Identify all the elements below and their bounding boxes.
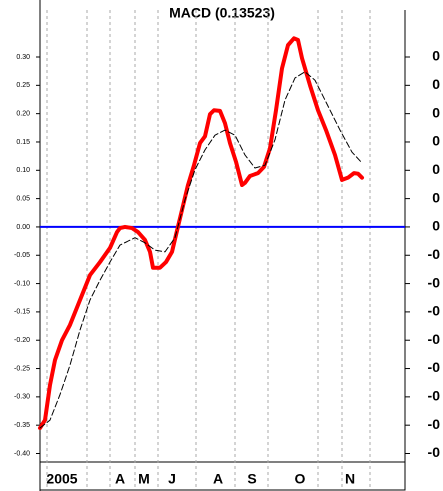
y2-tick-label: -0 — [428, 303, 441, 319]
y-tick-label: 0.20 — [16, 110, 30, 117]
y2-tick-label: 0 — [432, 133, 440, 149]
chart-title: MACD (0.13523) — [169, 5, 275, 21]
y2-tick-label: -0 — [428, 246, 441, 262]
y-tick-label: -0.10 — [14, 280, 30, 287]
x-tick-label: M — [138, 471, 150, 487]
x-tick-label: A — [213, 471, 223, 487]
y2-tick-label: -0 — [428, 331, 441, 347]
y-tick-label: 0.25 — [16, 82, 30, 89]
x-tick-label: N — [345, 471, 355, 487]
y-tick-label: -0.30 — [14, 394, 30, 401]
y2-tick-label: -0 — [428, 359, 441, 375]
y-tick-label: 0.15 — [16, 139, 30, 146]
x-tick-label: 2005 — [46, 471, 77, 487]
y-tick-label: -0.05 — [14, 252, 30, 259]
y2-tick-label: -0 — [428, 274, 441, 290]
y2-tick-label: 0 — [432, 76, 440, 92]
y-tick-label: 0.00 — [16, 224, 30, 231]
x-tick-label: A — [115, 471, 125, 487]
y-tick-label: -0.35 — [14, 422, 30, 429]
y2-tick-label: 0 — [432, 189, 440, 205]
y-tick-label: 0.05 — [16, 195, 30, 202]
y2-tick-label: -0 — [428, 416, 441, 432]
y2-tick-label: 0 — [432, 218, 440, 234]
y2-tick-label: -0 — [428, 388, 441, 404]
y2-tick-label: 0 — [432, 48, 440, 64]
y2-tick-label: -0 — [428, 444, 441, 460]
y-tick-label: -0.15 — [14, 309, 30, 316]
series-line — [39, 71, 363, 429]
series-line — [38, 36, 364, 431]
y-tick-label: -0.25 — [14, 365, 30, 372]
x-tick-label: O — [295, 471, 306, 487]
y2-tick-label: 0 — [432, 161, 440, 177]
y-tick-label: -0.40 — [14, 450, 30, 457]
x-tick-label: J — [168, 471, 176, 487]
y-tick-label: -0.20 — [14, 337, 30, 344]
y2-tick-label: 0 — [432, 104, 440, 120]
x-tick-label: S — [247, 471, 256, 487]
x-label-box — [39, 461, 406, 491]
y-tick-label: 0.30 — [16, 54, 30, 61]
y-tick-label: 0.10 — [16, 167, 30, 174]
